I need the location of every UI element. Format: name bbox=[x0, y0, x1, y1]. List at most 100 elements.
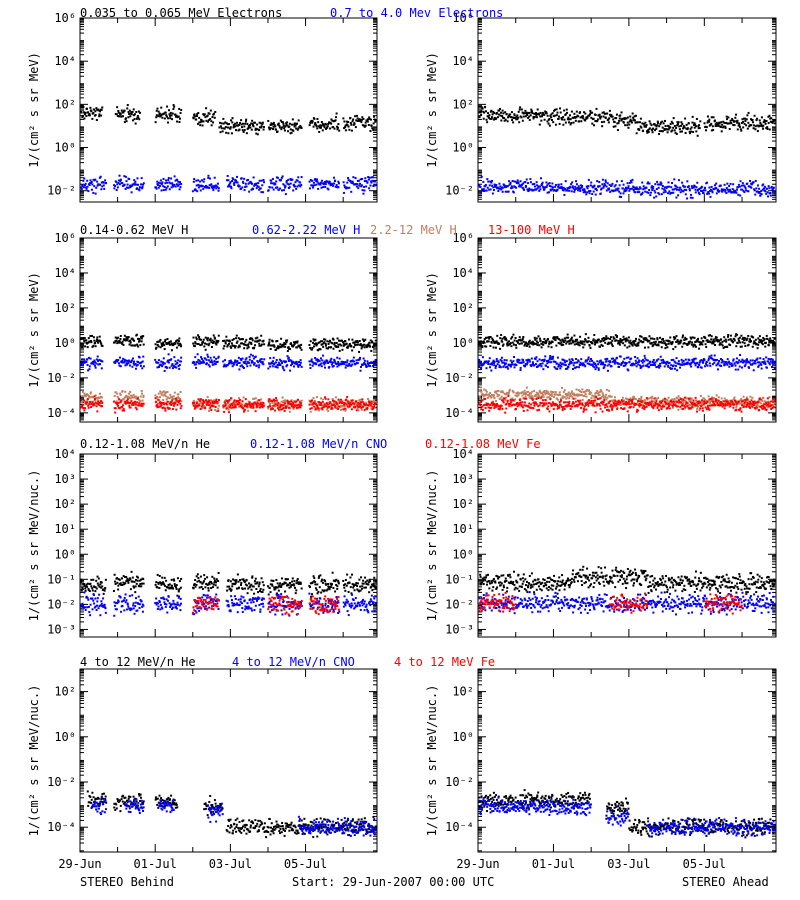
data-point bbox=[271, 362, 274, 365]
data-point bbox=[115, 180, 118, 183]
data-point bbox=[208, 177, 211, 180]
data-point bbox=[349, 122, 352, 125]
data-point bbox=[175, 183, 178, 186]
data-point bbox=[249, 364, 252, 367]
data-point bbox=[531, 183, 534, 186]
data-point bbox=[137, 110, 140, 113]
data-point bbox=[262, 125, 265, 128]
data-point bbox=[345, 361, 348, 364]
data-point bbox=[263, 343, 266, 346]
data-point bbox=[296, 404, 299, 407]
data-point bbox=[124, 187, 127, 190]
data-point bbox=[673, 124, 676, 127]
data-point bbox=[157, 359, 160, 362]
data-point bbox=[642, 129, 645, 132]
data-point bbox=[116, 392, 119, 395]
data-point bbox=[334, 361, 337, 364]
data-point bbox=[95, 119, 98, 122]
data-point bbox=[236, 363, 239, 366]
data-point bbox=[534, 188, 537, 191]
data-point bbox=[128, 404, 131, 407]
data-point bbox=[327, 361, 330, 364]
data-point bbox=[360, 347, 363, 350]
data-point bbox=[735, 188, 738, 191]
data-point bbox=[199, 180, 202, 183]
data-point bbox=[313, 399, 316, 402]
data-point bbox=[82, 395, 85, 398]
data-point bbox=[605, 338, 608, 341]
data-point bbox=[233, 125, 236, 128]
data-point bbox=[565, 189, 568, 192]
data-point bbox=[552, 121, 555, 124]
data-point bbox=[134, 344, 137, 347]
data-point bbox=[608, 183, 611, 186]
data-point bbox=[342, 117, 345, 120]
data-point bbox=[727, 190, 730, 193]
data-point bbox=[299, 346, 302, 349]
data-point bbox=[629, 339, 632, 342]
data-point bbox=[659, 336, 662, 339]
data-point bbox=[281, 396, 284, 399]
data-point bbox=[260, 403, 263, 406]
data-point bbox=[155, 114, 158, 117]
data-point bbox=[212, 189, 215, 192]
data-point bbox=[261, 121, 264, 124]
data-point bbox=[318, 130, 321, 133]
data-point bbox=[125, 339, 128, 342]
data-point bbox=[165, 115, 168, 118]
data-point bbox=[296, 185, 299, 188]
data-point bbox=[638, 128, 641, 131]
data-point bbox=[616, 335, 619, 338]
data-point bbox=[355, 183, 358, 186]
data-point bbox=[551, 341, 554, 344]
data-point bbox=[686, 180, 689, 183]
data-point bbox=[487, 180, 490, 183]
data-point bbox=[299, 359, 302, 362]
data-point bbox=[205, 362, 208, 365]
data-point bbox=[559, 107, 562, 110]
data-point bbox=[574, 119, 577, 122]
data-point bbox=[654, 191, 657, 194]
data-point bbox=[290, 359, 293, 362]
data-point bbox=[135, 110, 138, 113]
data-point bbox=[598, 185, 601, 188]
data-point bbox=[334, 179, 337, 182]
data-point bbox=[128, 186, 131, 189]
data-point bbox=[271, 340, 274, 343]
data-point bbox=[773, 119, 776, 122]
data-point bbox=[213, 360, 216, 363]
data-point bbox=[268, 186, 271, 189]
data-point bbox=[126, 107, 129, 110]
data-point bbox=[262, 181, 265, 184]
data-point bbox=[368, 362, 371, 365]
series-1-points bbox=[478, 175, 776, 200]
data-point bbox=[358, 399, 361, 402]
data-point bbox=[331, 361, 334, 364]
data-point bbox=[606, 112, 609, 115]
data-point bbox=[639, 187, 642, 190]
data-point bbox=[288, 348, 291, 351]
data-point bbox=[333, 182, 336, 185]
data-point bbox=[272, 360, 275, 363]
data-point bbox=[684, 117, 687, 120]
data-point bbox=[86, 394, 89, 397]
data-point bbox=[317, 407, 320, 410]
data-point bbox=[645, 130, 648, 133]
data-point bbox=[496, 341, 499, 344]
data-point bbox=[685, 343, 688, 346]
data-point bbox=[623, 344, 626, 347]
data-point bbox=[240, 364, 243, 367]
data-point bbox=[501, 344, 504, 347]
data-point bbox=[740, 188, 743, 191]
data-point bbox=[686, 127, 689, 130]
data-point bbox=[175, 366, 178, 369]
data-point bbox=[500, 188, 503, 191]
data-point bbox=[165, 403, 168, 406]
data-point bbox=[209, 360, 212, 363]
data-point bbox=[300, 404, 303, 407]
data-point bbox=[333, 127, 336, 130]
data-point bbox=[346, 124, 349, 127]
y-axis-label: 1/(cm² s sr MeV) bbox=[27, 272, 41, 388]
data-point bbox=[296, 340, 299, 343]
data-point bbox=[551, 188, 554, 191]
